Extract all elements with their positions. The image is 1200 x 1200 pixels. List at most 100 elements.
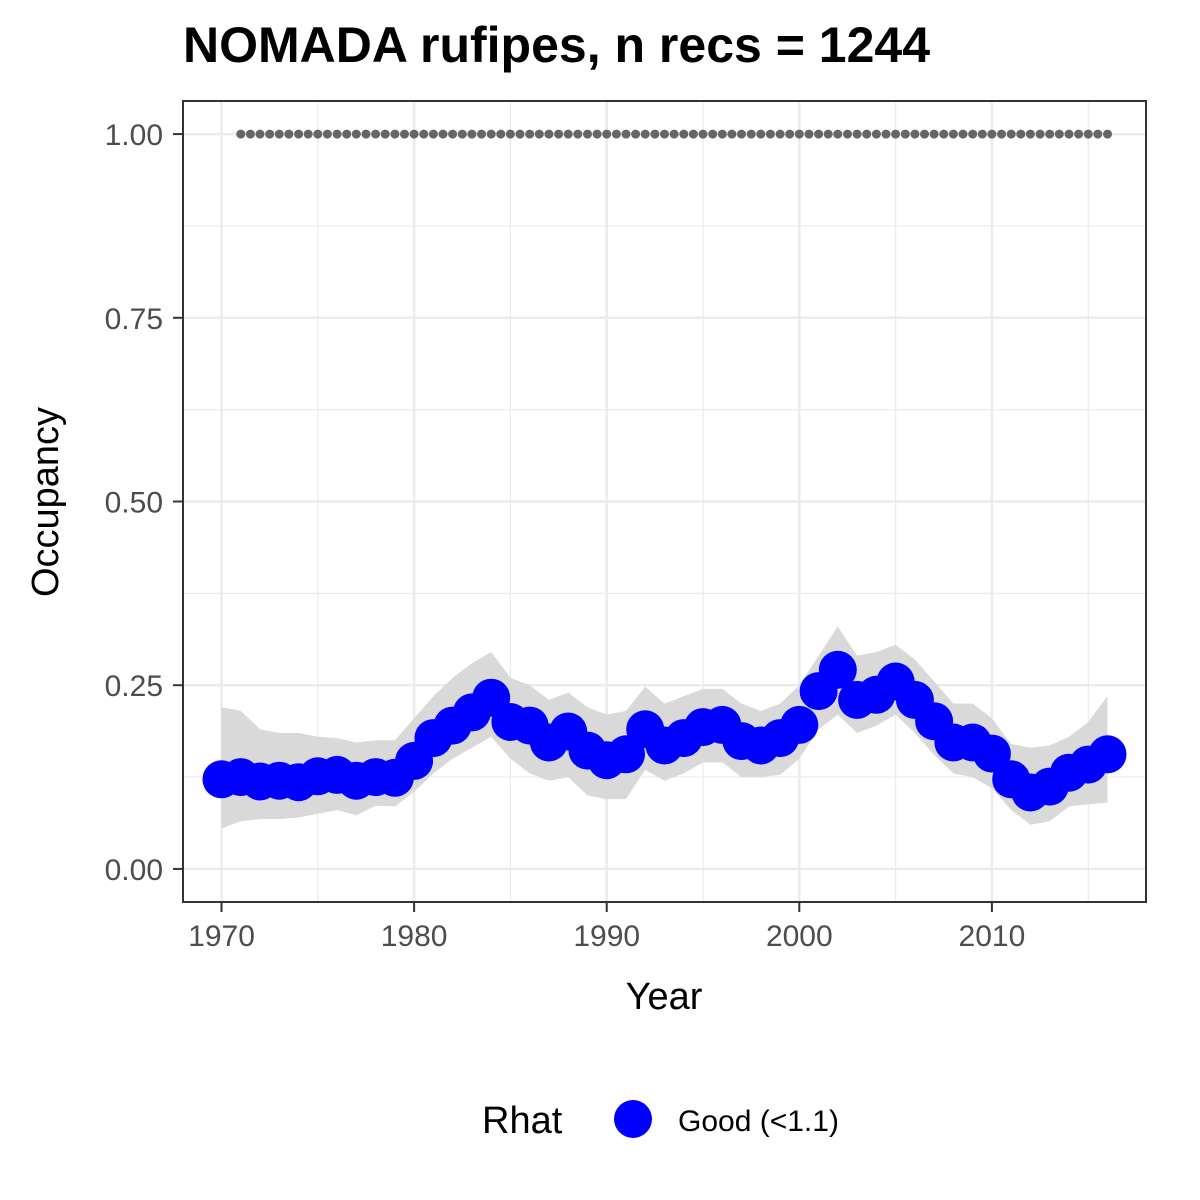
reference-dot [698,129,708,139]
reference-dot [939,129,949,139]
reference-dot [920,129,929,139]
reference-dot [409,129,419,139]
reference-dot [322,129,332,139]
y-axis: 0.00 0.25 0.50 0.75 1.00 [105,119,183,887]
reference-dot [862,129,872,139]
reference-dot [505,129,515,139]
reference-dot [794,129,804,139]
reference-dot [486,129,496,139]
reference-dot [371,129,381,139]
reference-dot [236,129,246,139]
data-points [202,650,1127,812]
reference-dot [968,129,978,139]
reference-dot [1083,129,1093,139]
reference-dot [881,129,891,139]
reference-dot [737,129,746,139]
reference-dot [1006,129,1016,139]
reference-dot [583,129,592,139]
reference-dot [958,129,968,139]
y-tick-label: 1.00 [105,119,163,152]
reference-dot [457,129,467,139]
reference-dot [997,129,1006,139]
reference-dot [987,129,997,139]
reference-dot [833,129,843,139]
reference-dot [717,129,727,139]
reference-dot [843,129,852,139]
legend-title: Rhat [482,1100,563,1142]
x-tick-label: 2010 [959,920,1026,953]
data-point [1088,735,1127,774]
reference-dot [977,129,987,139]
reference-dot [361,129,371,139]
data-point [818,650,857,689]
reference-dot [515,129,525,139]
x-axis: 1970 1980 1990 2000 2010 [188,902,1025,953]
legend-label-good: Good (<1.1) [678,1105,839,1138]
reference-dot [660,129,669,139]
reference-dot [1016,129,1026,139]
reference-dot [640,129,650,139]
reference-dot [477,129,486,139]
reference-dot [679,129,689,139]
reference-dot [1093,129,1103,139]
reference-dot [400,129,409,139]
reference-dot [804,129,814,139]
reference-dot [573,129,583,139]
reference-dot [294,129,304,139]
reference-dot [255,129,265,139]
reference-dot [467,129,477,139]
reference-dot [303,129,313,139]
reference-dot [274,129,284,139]
reference-dot [1054,129,1064,139]
legend: Rhat Good (<1.1) [482,1100,839,1142]
reference-dot [390,129,400,139]
reference-dot [351,129,361,139]
reference-dot [284,129,294,139]
reference-dot [814,129,824,139]
x-axis-title: Year [626,976,703,1018]
reference-dot [891,129,901,139]
y-tick-label: 0.50 [105,487,163,520]
reference-dot [1103,129,1112,139]
reference-dot [544,129,554,139]
reference-dot [631,129,641,139]
reference-dot [1035,129,1045,139]
reference-dot [380,129,390,139]
reference-dot [871,129,881,139]
x-tick-label: 1970 [188,920,255,953]
y-tick-label: 0.00 [105,854,163,887]
reference-dot [746,129,756,139]
reference-dot [265,129,275,139]
reference-dot [602,129,612,139]
data-point [780,705,819,744]
y-tick-label: 0.75 [105,303,163,336]
reference-dot [650,129,660,139]
reference-dot [428,129,438,139]
reference-dot [756,129,766,139]
reference-dot [313,129,323,139]
reference-dot [900,129,910,139]
reference-dot [910,129,920,139]
reference-dot [785,129,795,139]
reference-dot [823,129,833,139]
reference-dot [669,129,679,139]
reference-dot [448,129,458,139]
reference-dot [765,129,775,139]
y-axis-title: Occupancy [25,407,67,597]
reference-dot [1045,129,1055,139]
reference-dot [929,129,939,139]
reference-dot [534,129,544,139]
x-tick-label: 1990 [573,920,640,953]
reference-dot [1074,129,1084,139]
y-tick-label: 0.25 [105,670,163,703]
reference-dot [496,129,506,139]
reference-dot [708,129,718,139]
reference-dot [554,129,564,139]
reference-dot [621,129,631,139]
reference-dot [245,129,255,139]
reference-dot [688,129,698,139]
reference-dot [332,129,342,139]
x-tick-label: 2000 [766,920,833,953]
legend-key-good [614,1100,652,1138]
